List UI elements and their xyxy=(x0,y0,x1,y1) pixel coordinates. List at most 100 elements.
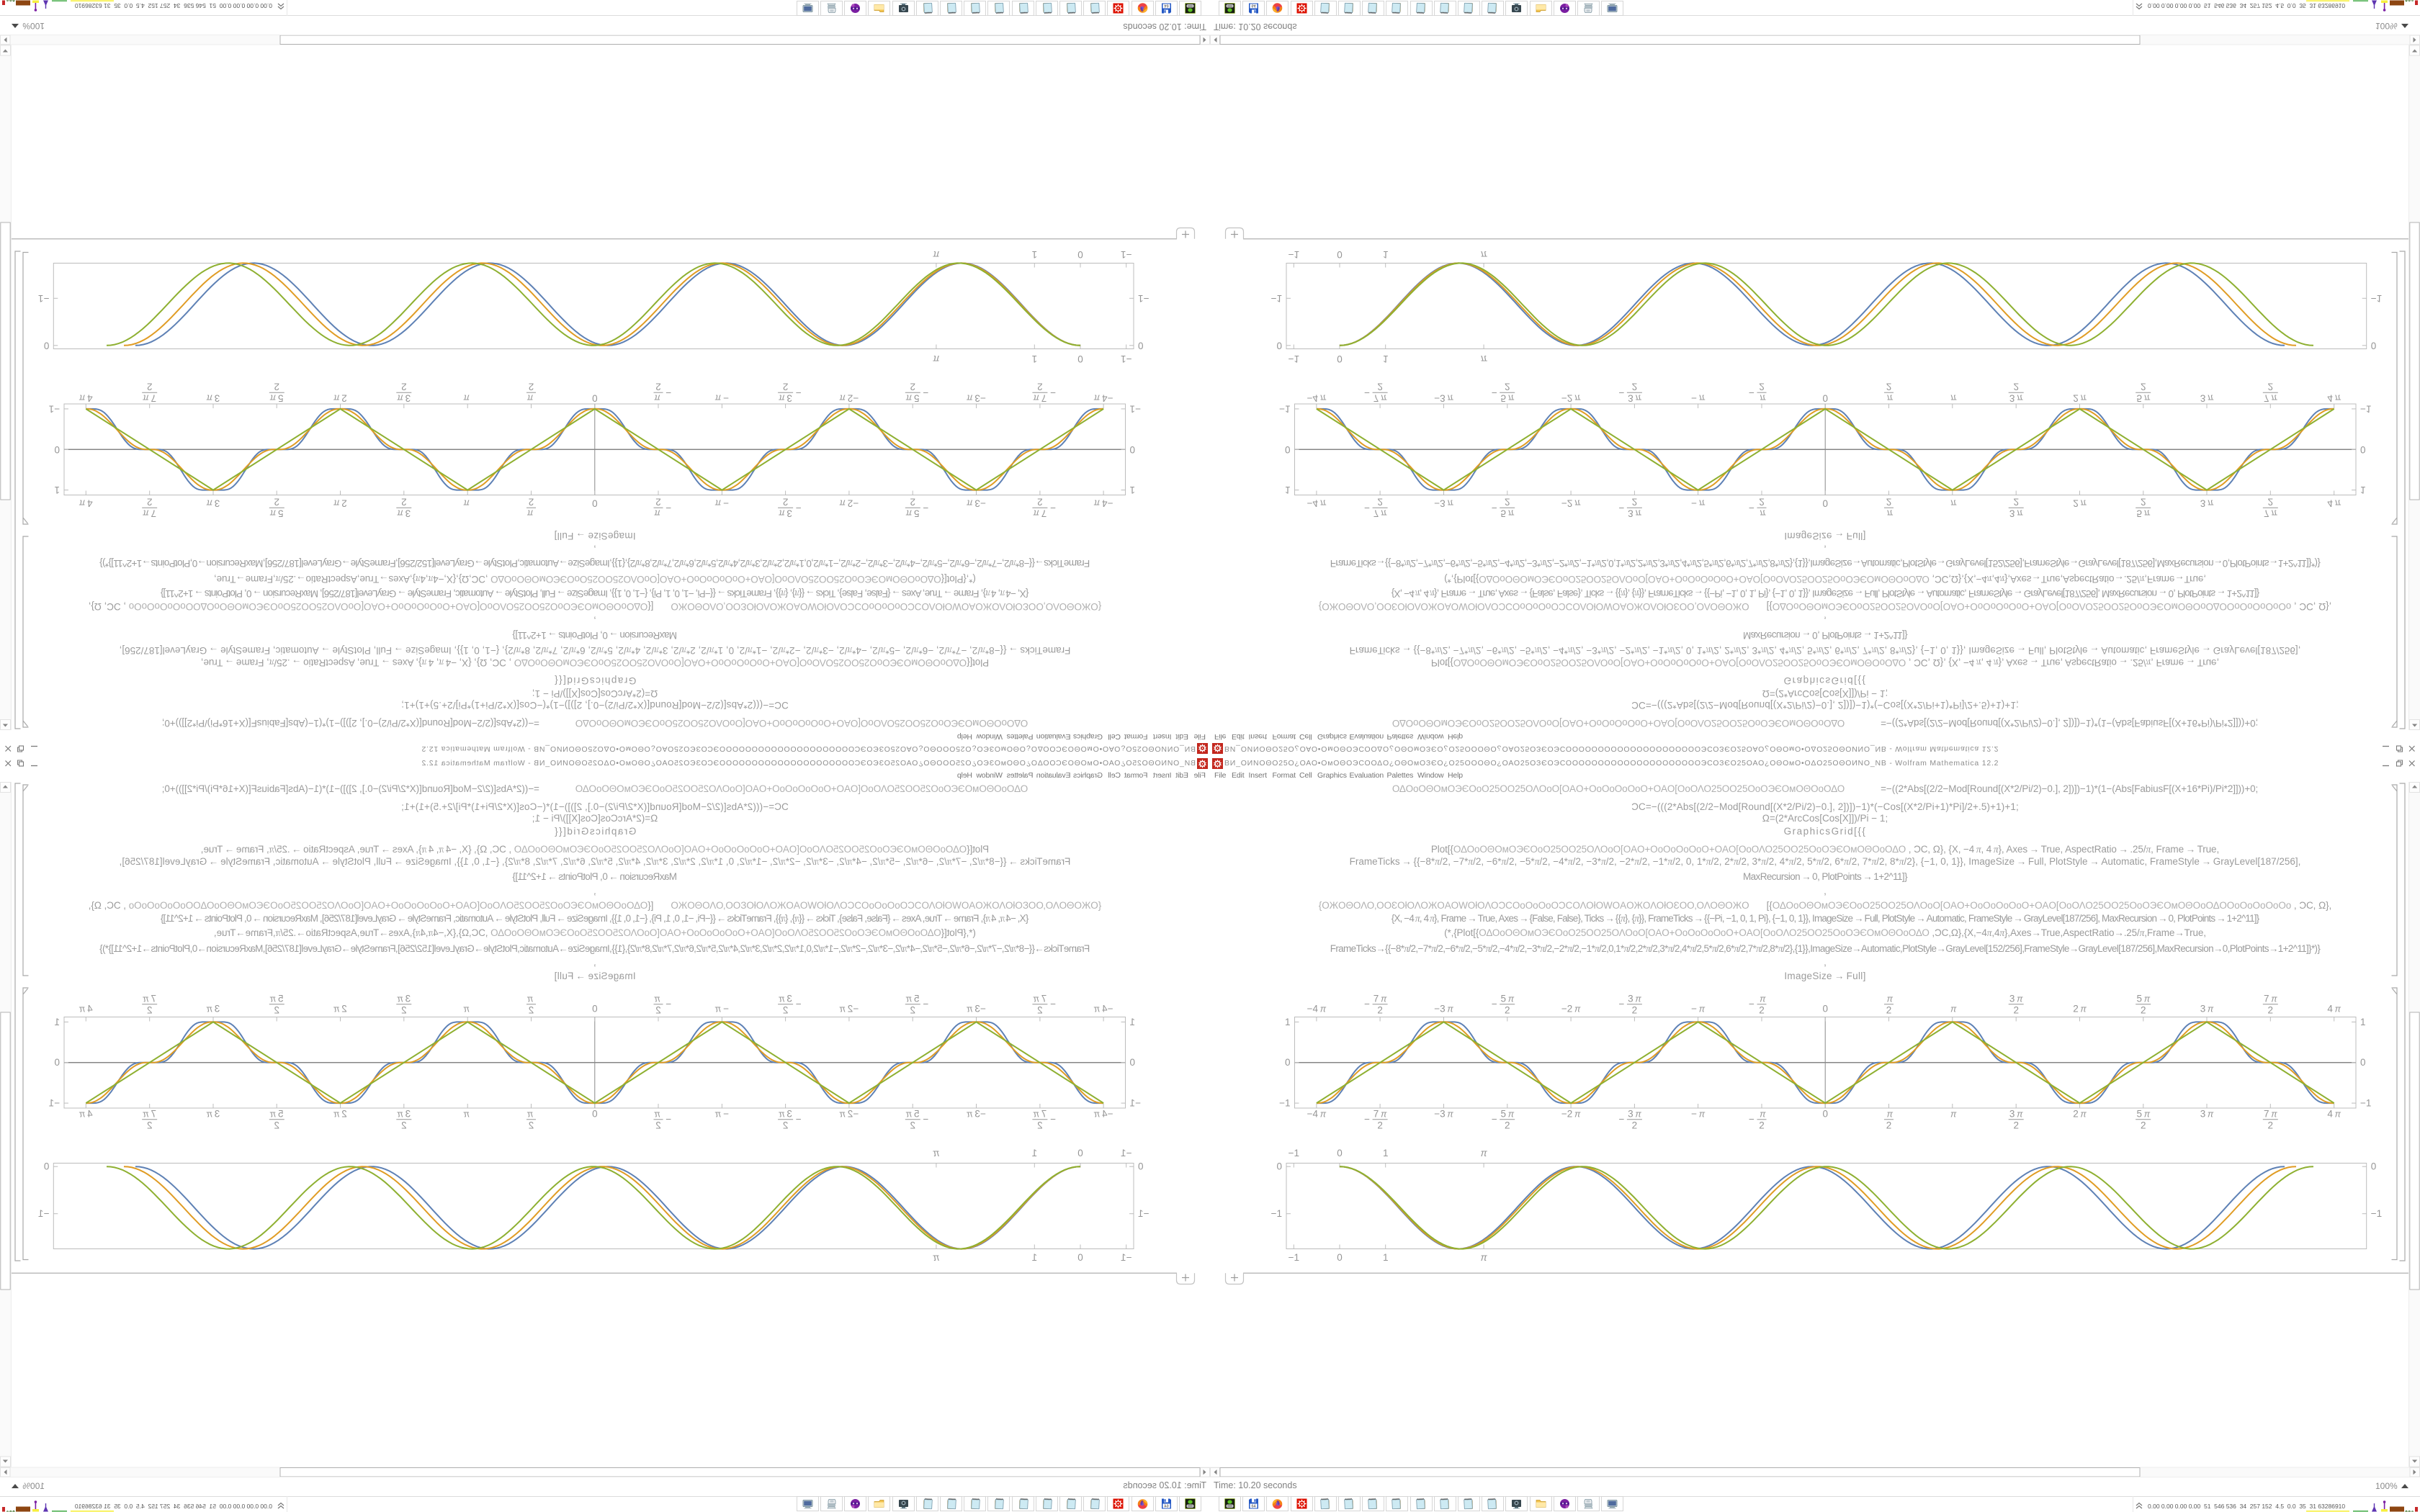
svg-text:5 π: 5 π xyxy=(905,993,919,1004)
svg-text:2: 2 xyxy=(910,382,915,392)
svg-text:2: 2 xyxy=(147,497,153,508)
svg-text:2: 2 xyxy=(1505,382,1510,392)
svg-text:4 π: 4 π xyxy=(2327,1109,2341,1120)
svg-text:0: 0 xyxy=(1276,340,1282,351)
svg-text:π: π xyxy=(1481,1148,1488,1158)
svg-text:π: π xyxy=(932,1252,939,1263)
svg-text:1: 1 xyxy=(1032,249,1038,260)
svg-text:2: 2 xyxy=(655,1120,661,1131)
svg-text:3 π: 3 π xyxy=(206,1004,220,1014)
svg-text:2: 2 xyxy=(401,382,407,392)
svg-text:0: 0 xyxy=(1138,1161,1144,1172)
svg-text:1: 1 xyxy=(1130,1017,1136,1027)
svg-text:−3 π: −3 π xyxy=(1434,393,1453,404)
svg-text:2: 2 xyxy=(1632,1120,1638,1131)
svg-text:7 π: 7 π xyxy=(1373,993,1387,1004)
svg-text:−1: −1 xyxy=(1121,354,1131,364)
svg-text:5 π: 5 π xyxy=(1501,393,1515,404)
svg-text:−1: −1 xyxy=(2371,293,2382,304)
svg-text:−: − xyxy=(1050,999,1056,1009)
svg-text:2: 2 xyxy=(401,497,407,508)
svg-text:0: 0 xyxy=(1130,1057,1136,1068)
svg-text:64: 64 xyxy=(1252,4,1256,8)
svg-text:−2 π: −2 π xyxy=(1561,1004,1581,1014)
svg-text:0: 0 xyxy=(1822,1109,1828,1120)
svg-text:−1: −1 xyxy=(1271,1208,1282,1219)
svg-text:0: 0 xyxy=(1077,1252,1083,1263)
svg-text:2: 2 xyxy=(401,1120,407,1131)
svg-text:−1: −1 xyxy=(2360,1098,2371,1109)
svg-text:−: − xyxy=(923,1114,928,1125)
svg-text:2: 2 xyxy=(1377,1120,1383,1131)
svg-text:−: − xyxy=(1050,387,1056,398)
svg-text:5 π: 5 π xyxy=(905,1108,919,1119)
svg-text:2: 2 xyxy=(1505,1005,1510,1016)
svg-text:−3 π: −3 π xyxy=(1434,498,1453,509)
svg-text:3 π: 3 π xyxy=(779,1108,792,1119)
svg-text:4 π: 4 π xyxy=(79,498,92,509)
svg-text:1: 1 xyxy=(1032,354,1038,364)
svg-text:7 π: 7 π xyxy=(2264,393,2277,404)
svg-text:2: 2 xyxy=(1632,1005,1638,1016)
svg-text:−2 π: −2 π xyxy=(1561,498,1581,509)
svg-text:− π: − π xyxy=(714,498,729,509)
svg-text:1: 1 xyxy=(1383,354,1389,364)
svg-text:2: 2 xyxy=(1505,1120,1510,1131)
svg-text:3 π: 3 π xyxy=(2009,1108,2023,1119)
svg-text:−: − xyxy=(1050,503,1056,513)
svg-text:5 π: 5 π xyxy=(1501,508,1515,519)
svg-text:0: 0 xyxy=(54,1057,60,1068)
svg-text:2: 2 xyxy=(529,497,534,508)
svg-text:π: π xyxy=(932,354,939,364)
svg-text:−: − xyxy=(1364,387,1370,398)
svg-text:π: π xyxy=(654,1108,663,1119)
svg-text:π: π xyxy=(932,1148,939,1158)
svg-text:3 π: 3 π xyxy=(206,498,220,509)
svg-text:−: − xyxy=(1364,503,1370,513)
svg-text:−2 π: −2 π xyxy=(839,1004,859,1014)
svg-text:3 π: 3 π xyxy=(2009,508,2023,519)
svg-text:−: − xyxy=(1618,503,1624,513)
svg-text:−3 π: −3 π xyxy=(967,393,986,404)
svg-text:π: π xyxy=(526,1108,535,1119)
svg-text:π: π xyxy=(1885,1108,1894,1119)
svg-text:− π: − π xyxy=(1691,393,1706,404)
svg-text:0: 0 xyxy=(2371,1161,2377,1172)
svg-text:π: π xyxy=(526,508,535,519)
svg-text:−1: −1 xyxy=(1130,403,1141,414)
svg-text:4 π: 4 π xyxy=(79,1004,92,1014)
svg-text:2 π: 2 π xyxy=(333,393,347,404)
svg-text:2: 2 xyxy=(2013,1005,2019,1016)
svg-text:2: 2 xyxy=(2013,382,2019,392)
svg-text:3 π: 3 π xyxy=(2200,1004,2214,1014)
svg-text:−2 π: −2 π xyxy=(839,393,859,404)
svg-text:7 π: 7 π xyxy=(143,993,156,1004)
svg-text:−4 π: −4 π xyxy=(1093,1109,1113,1120)
svg-text:3 π: 3 π xyxy=(1628,1108,1641,1119)
svg-text:2 π: 2 π xyxy=(2073,393,2087,404)
svg-text:2: 2 xyxy=(1037,382,1043,392)
svg-text:−1: −1 xyxy=(2371,1208,2382,1219)
svg-text:1: 1 xyxy=(1285,485,1291,495)
svg-text:2: 2 xyxy=(2013,497,2019,508)
svg-text:0: 0 xyxy=(1822,498,1828,509)
svg-text:2 π: 2 π xyxy=(2073,1004,2087,1014)
svg-text:0: 0 xyxy=(44,1161,50,1172)
svg-text:1: 1 xyxy=(1130,485,1136,495)
svg-text:2: 2 xyxy=(1037,497,1043,508)
svg-text:1: 1 xyxy=(1383,1252,1389,1263)
svg-text:5 π: 5 π xyxy=(905,393,919,404)
svg-text:3 π: 3 π xyxy=(779,993,792,1004)
svg-text:3 π: 3 π xyxy=(397,1108,411,1119)
svg-text:−1: −1 xyxy=(1121,249,1131,260)
svg-text:2 π: 2 π xyxy=(333,1004,347,1014)
svg-text:7 π: 7 π xyxy=(1033,508,1047,519)
svg-text:π: π xyxy=(654,393,663,404)
svg-text:2 π: 2 π xyxy=(333,1109,347,1120)
svg-text:−1: −1 xyxy=(1138,1208,1149,1219)
svg-text:0: 0 xyxy=(44,340,50,351)
svg-text:−3 π: −3 π xyxy=(1434,1109,1453,1120)
svg-text:π: π xyxy=(1948,1109,1957,1120)
svg-text:−1: −1 xyxy=(1121,1148,1131,1158)
svg-text:2: 2 xyxy=(147,1120,153,1131)
